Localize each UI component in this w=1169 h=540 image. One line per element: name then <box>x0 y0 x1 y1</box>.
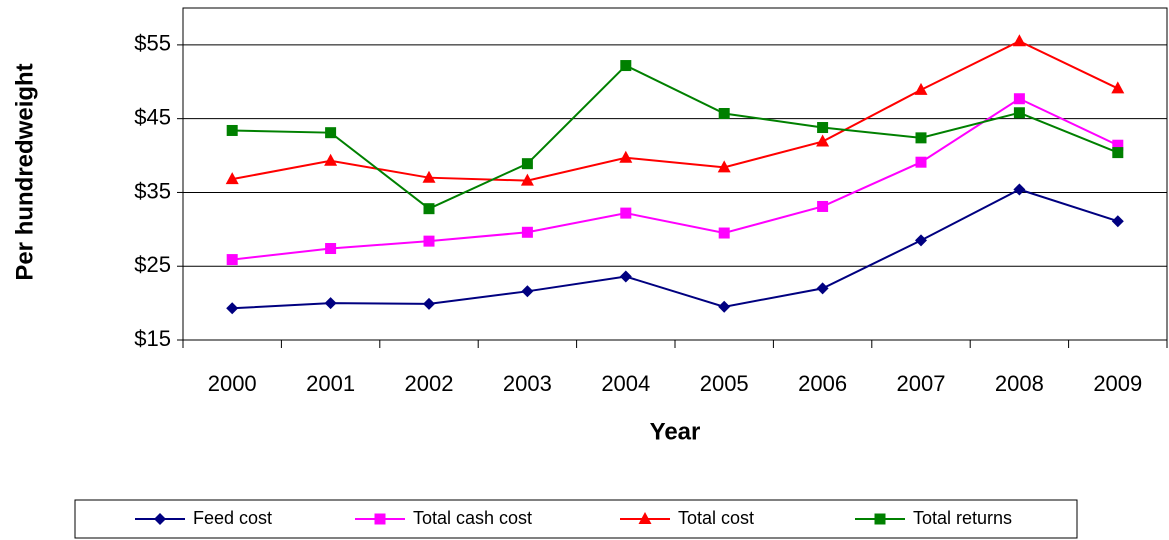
data-point <box>520 173 534 186</box>
x-tick-label: 2007 <box>897 371 946 396</box>
data-point <box>521 158 533 170</box>
series-line <box>232 188 1119 310</box>
series-line <box>232 97 1119 261</box>
y-tick-label: $45 <box>134 104 171 129</box>
data-point <box>521 285 534 298</box>
data-point <box>1012 34 1026 47</box>
data-point <box>619 270 632 283</box>
data-point <box>620 60 632 72</box>
data-point <box>1013 183 1026 196</box>
y-tick-label: $55 <box>134 31 171 56</box>
data-point <box>423 203 435 215</box>
data-point <box>718 227 730 239</box>
x-tick-label: 2000 <box>208 371 257 396</box>
data-point <box>423 235 435 247</box>
data-point <box>817 122 829 134</box>
x-tick-label: 2002 <box>405 371 454 396</box>
plot-area <box>182 7 1168 341</box>
data-point <box>325 243 337 255</box>
data-point <box>619 150 633 163</box>
data-point <box>324 297 337 310</box>
x-tick-label: 2001 <box>306 371 355 396</box>
x-axis-label: Year <box>650 418 701 445</box>
legend <box>74 499 1078 539</box>
data-point <box>718 108 730 120</box>
y-tick-label: $15 <box>134 326 171 351</box>
data-point <box>1111 215 1124 228</box>
legend-label: Total returns <box>913 508 1012 528</box>
data-point <box>816 282 829 295</box>
y-axis-label: Per hundredweight <box>11 63 38 280</box>
x-tick-label: 2004 <box>601 371 650 396</box>
legend-label: Feed cost <box>193 508 272 528</box>
y-tick-label: $25 <box>134 252 171 277</box>
x-tick-label: 2006 <box>798 371 847 396</box>
data-point <box>817 200 829 212</box>
data-point <box>1112 139 1124 151</box>
series-line <box>232 40 1119 182</box>
x-tick-label: 2003 <box>503 371 552 396</box>
data-point <box>225 172 239 185</box>
data-point <box>1013 107 1025 119</box>
legend-marker <box>374 513 386 525</box>
data-point <box>423 297 435 310</box>
y-tick-label: $35 <box>134 178 171 203</box>
data-point <box>717 160 731 173</box>
legend-label: Total cost <box>678 508 754 528</box>
data-point <box>915 234 927 247</box>
series-line <box>232 64 1119 210</box>
data-point <box>620 207 632 219</box>
data-point <box>422 170 436 183</box>
data-point <box>718 300 731 313</box>
data-point <box>914 82 928 95</box>
x-tick-label: 2009 <box>1093 371 1142 396</box>
data-point <box>1013 93 1025 105</box>
legend-marker <box>154 513 166 525</box>
x-tick-label: 2008 <box>995 371 1044 396</box>
data-point <box>226 302 239 315</box>
data-point <box>915 132 927 144</box>
x-tick-label: 2005 <box>700 371 749 396</box>
data-point <box>324 153 338 166</box>
data-point <box>521 226 533 238</box>
data-point <box>1112 147 1124 159</box>
data-point <box>325 127 337 139</box>
legend-marker <box>874 513 886 525</box>
data-point <box>915 156 927 168</box>
data-point <box>816 134 830 147</box>
data-point <box>226 254 238 266</box>
data-point <box>1111 81 1125 94</box>
legend-marker <box>638 512 652 524</box>
data-point <box>226 124 238 136</box>
legend-label: Total cash cost <box>413 508 532 528</box>
